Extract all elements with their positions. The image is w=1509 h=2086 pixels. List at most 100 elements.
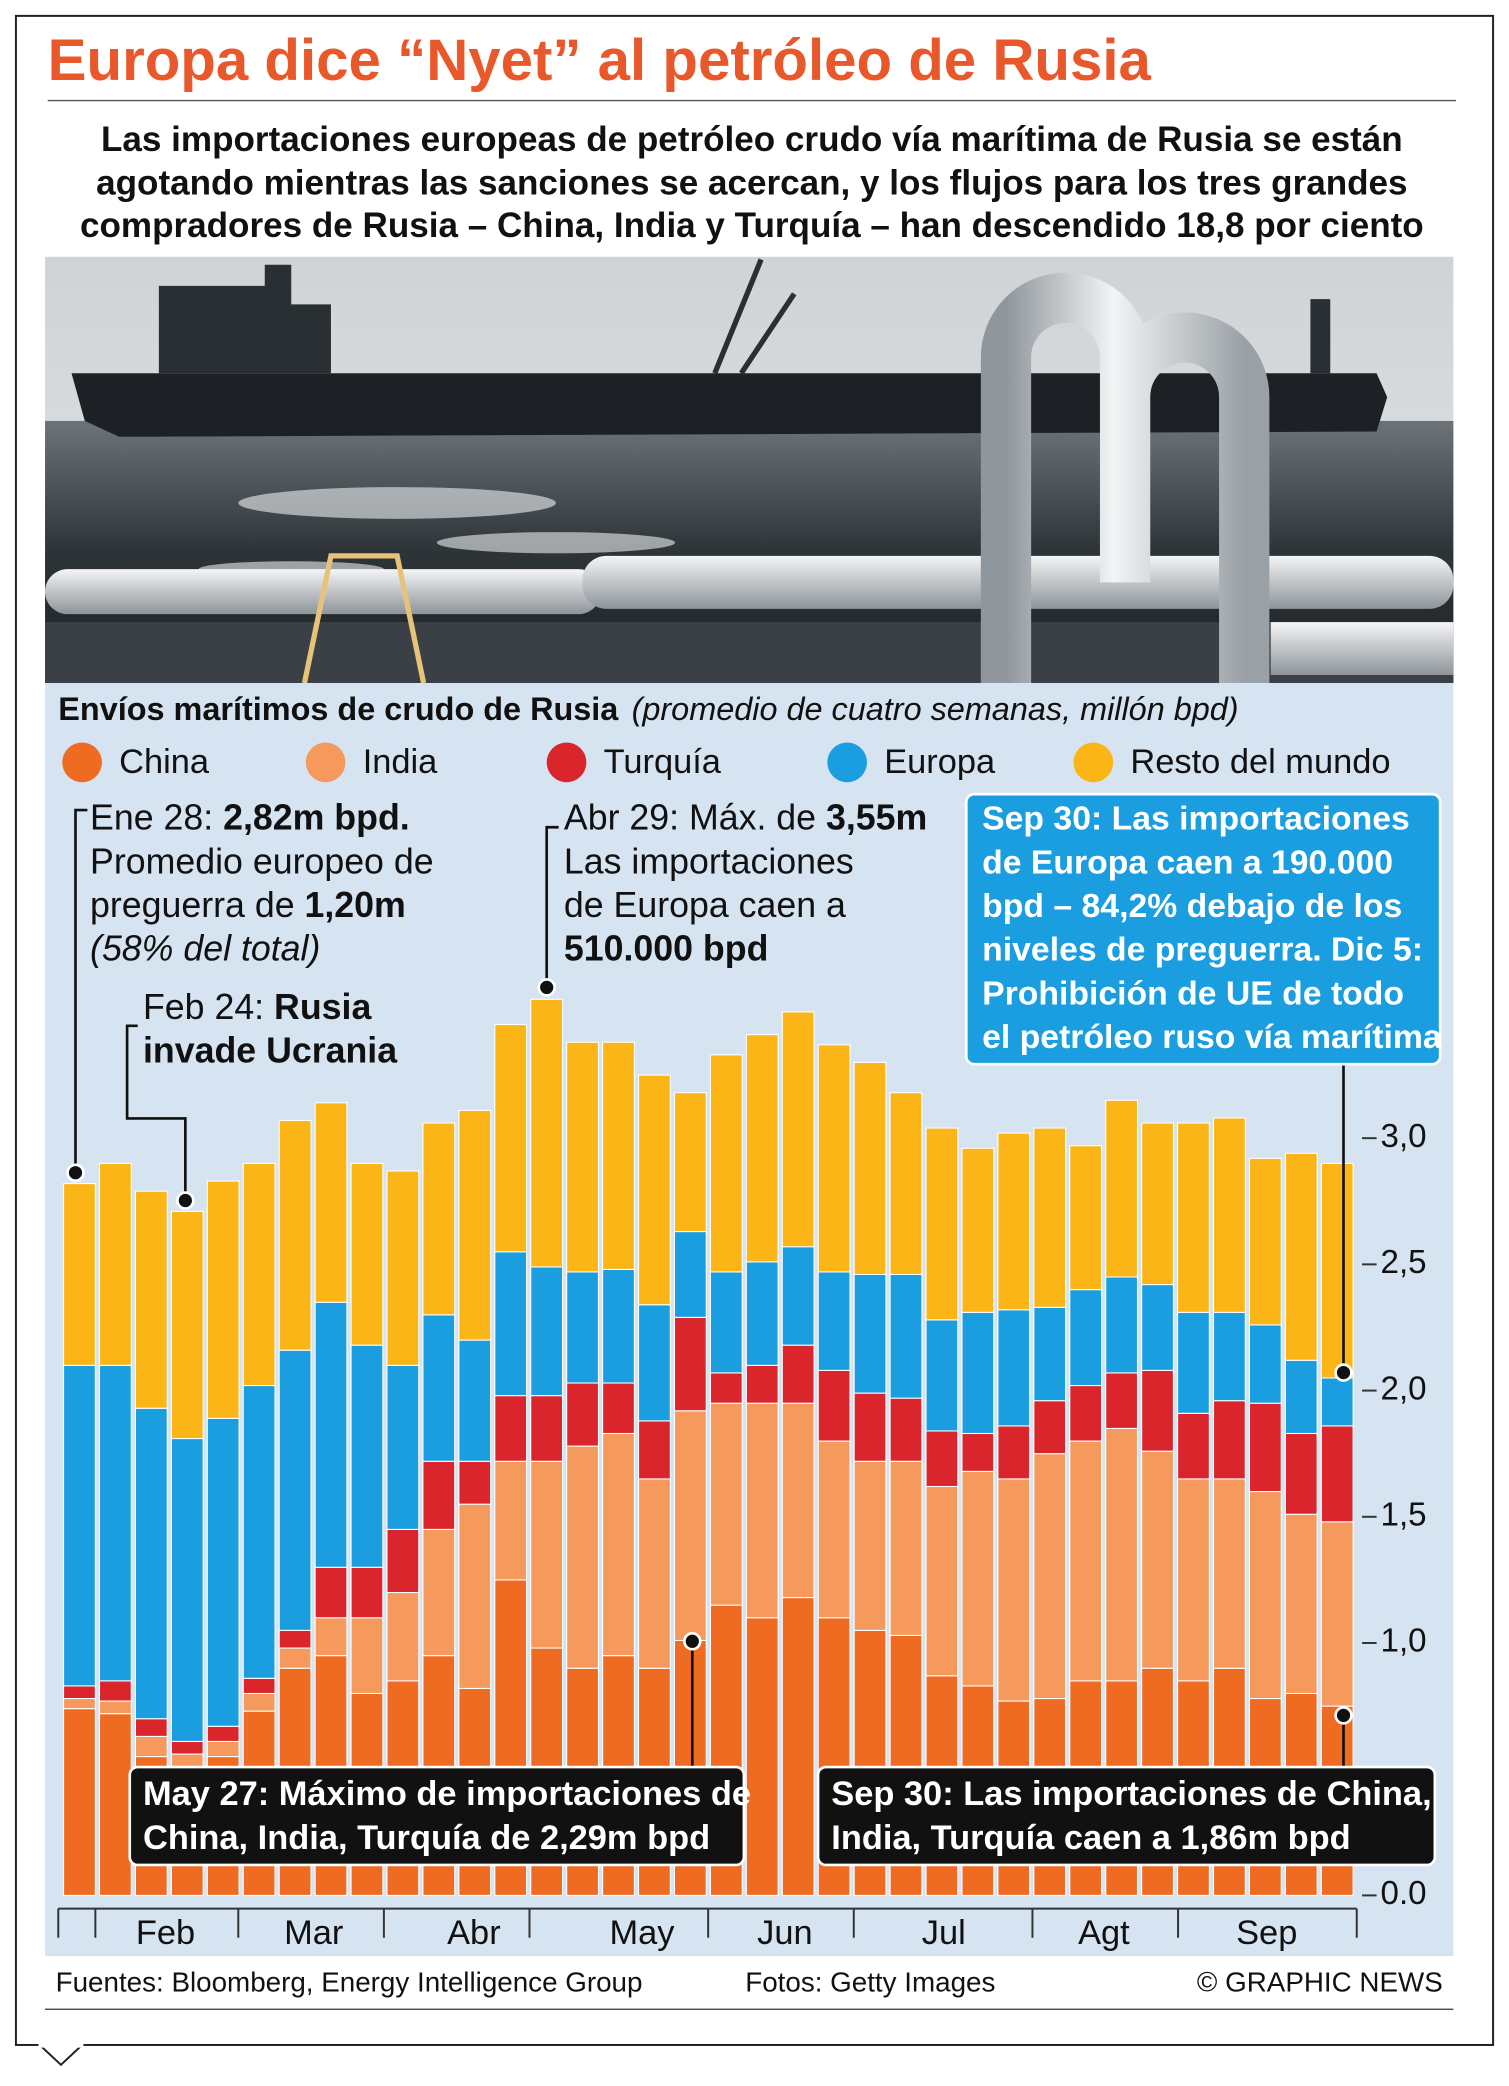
annotation-text: de Europa caen a — [564, 885, 846, 925]
bar-segment — [566, 1271, 599, 1384]
bar-segment — [1248, 1157, 1282, 1326]
bar-segment — [745, 1617, 779, 1896]
photo-deck — [45, 622, 1454, 683]
bar-segment — [63, 1183, 96, 1366]
x-tick-label: Agt — [1078, 1914, 1130, 1952]
bar-segment — [458, 1503, 492, 1689]
bar-segment — [638, 1420, 671, 1480]
bar-segment — [781, 1246, 815, 1346]
annotation-box — [964, 792, 1442, 1066]
leader-line — [125, 1024, 187, 1201]
annotation-run: 510.000 bpd — [564, 929, 768, 969]
bar-segment — [997, 1425, 1031, 1480]
frame-notch — [39, 2044, 83, 2067]
chart-subtitle: (promedio de cuatro semanas, millón bpd) — [632, 690, 1239, 726]
bar-segment — [530, 998, 564, 1268]
bar-segment — [781, 1402, 815, 1599]
subtitle: Las importaciones europeas de petróleo c… — [101, 120, 1403, 159]
bar-segment — [997, 1132, 1031, 1311]
annotation-run: Promedio europeo de — [90, 842, 434, 882]
annotation-text: de Europa caen a 190.000 — [982, 843, 1393, 881]
bar-segment — [709, 1054, 743, 1273]
bar-segment — [63, 1697, 96, 1710]
footer-bg — [45, 1956, 1454, 2010]
bar-segment — [530, 1460, 564, 1649]
annotation-text: invade Ucrania — [143, 1031, 398, 1071]
bar-segment — [709, 1372, 743, 1404]
annotations: Ene 28: 2,82m bpd.Promedio europeo depre… — [66, 792, 1442, 1867]
bar-segment — [1105, 1427, 1139, 1682]
bar-segment — [566, 1382, 599, 1447]
annotation-run: Prohibición de UE de todo — [982, 974, 1404, 1012]
annotation-box — [816, 1765, 1437, 1867]
bar-segment — [1212, 1117, 1246, 1313]
bar-segment — [1141, 1450, 1174, 1669]
bar-segment — [63, 1685, 96, 1700]
y-tick-label: 2,5 — [1381, 1244, 1427, 1281]
annotation-run: de Europa caen a 190.000 — [982, 843, 1393, 881]
annotation-text: May 27: Máximo de importaciones de — [143, 1775, 751, 1813]
bar-segment — [206, 1417, 240, 1727]
x-tick-label: May — [609, 1914, 675, 1952]
bar-segment — [817, 1044, 851, 1273]
bar-segment — [98, 1680, 132, 1702]
bar-segment — [709, 1271, 743, 1374]
bar-segment — [98, 1713, 132, 1896]
marker-dot — [1334, 1363, 1353, 1382]
bar-segment — [1212, 1311, 1246, 1402]
bar-segment — [386, 1591, 420, 1682]
title: Europa dice “Nyet” al petróleo de Rusia — [48, 28, 1152, 93]
annotation-text: niveles de preguerra. Dic 5: — [982, 931, 1423, 969]
annotation-text: Ene 28: 2,82m bpd. — [90, 798, 410, 838]
x-tick-label: Mar — [284, 1914, 343, 1952]
bar-segment — [278, 1647, 312, 1669]
subtitle: compradores de Rusia – China, India y Tu… — [80, 206, 1424, 245]
bar-segment — [997, 1478, 1031, 1702]
bar-segment — [1284, 1432, 1318, 1515]
bar-segment — [278, 1119, 312, 1351]
bar-segment — [1320, 1425, 1354, 1523]
bar-segment — [1177, 1311, 1210, 1414]
annotation-run: de Europa caen a — [564, 885, 846, 925]
legend-label: Europa — [884, 743, 996, 781]
photo-ship-bridge — [158, 264, 331, 374]
bar-segment — [781, 1011, 815, 1248]
annotation-text: Abr 29: Máx. de 3,55m — [564, 798, 927, 838]
marker-dot — [176, 1191, 195, 1210]
legend-label: China — [119, 743, 210, 781]
bar-segment — [350, 1344, 384, 1568]
bar-segment — [170, 1740, 204, 1755]
bar-segment — [278, 1629, 312, 1649]
annotation-text: (58% del total) — [90, 929, 320, 969]
marker-dot — [537, 978, 556, 997]
annotation-text: Sep 30: Las importaciones de China, — [831, 1775, 1431, 1813]
bar-segment — [961, 1470, 995, 1687]
legend-swatch — [305, 742, 346, 783]
legend-swatch — [827, 742, 868, 783]
legend-swatch — [546, 742, 587, 783]
legend-label: Resto del mundo — [1130, 743, 1390, 781]
bar-segment — [853, 1061, 887, 1275]
bar-segment — [638, 1304, 671, 1422]
annotation-run: Abr 29: Máx. de — [564, 798, 826, 838]
bar-segment — [961, 1311, 995, 1435]
bar-segment — [889, 1273, 923, 1399]
annotation-run: Rusia — [274, 987, 372, 1027]
bar-segment — [422, 1314, 456, 1462]
photo-stern — [1310, 299, 1331, 374]
bar-segment — [745, 1364, 779, 1404]
bar-segment — [1212, 1400, 1246, 1480]
bar-segment — [602, 1041, 635, 1270]
bar-segment — [1033, 1453, 1067, 1700]
bar-segment — [602, 1432, 635, 1657]
bar-segment — [134, 1735, 168, 1758]
photo-ladder — [301, 553, 427, 684]
annotation-text: Prohibición de UE de todo — [982, 974, 1404, 1012]
annotation-run: Ene 28: — [90, 798, 223, 838]
bar-segment — [494, 1251, 528, 1397]
bar-segment — [817, 1369, 851, 1442]
y-tick-label: 0.0 — [1381, 1875, 1427, 1912]
bar-segment — [494, 1024, 528, 1253]
bar-segment — [1033, 1127, 1067, 1308]
